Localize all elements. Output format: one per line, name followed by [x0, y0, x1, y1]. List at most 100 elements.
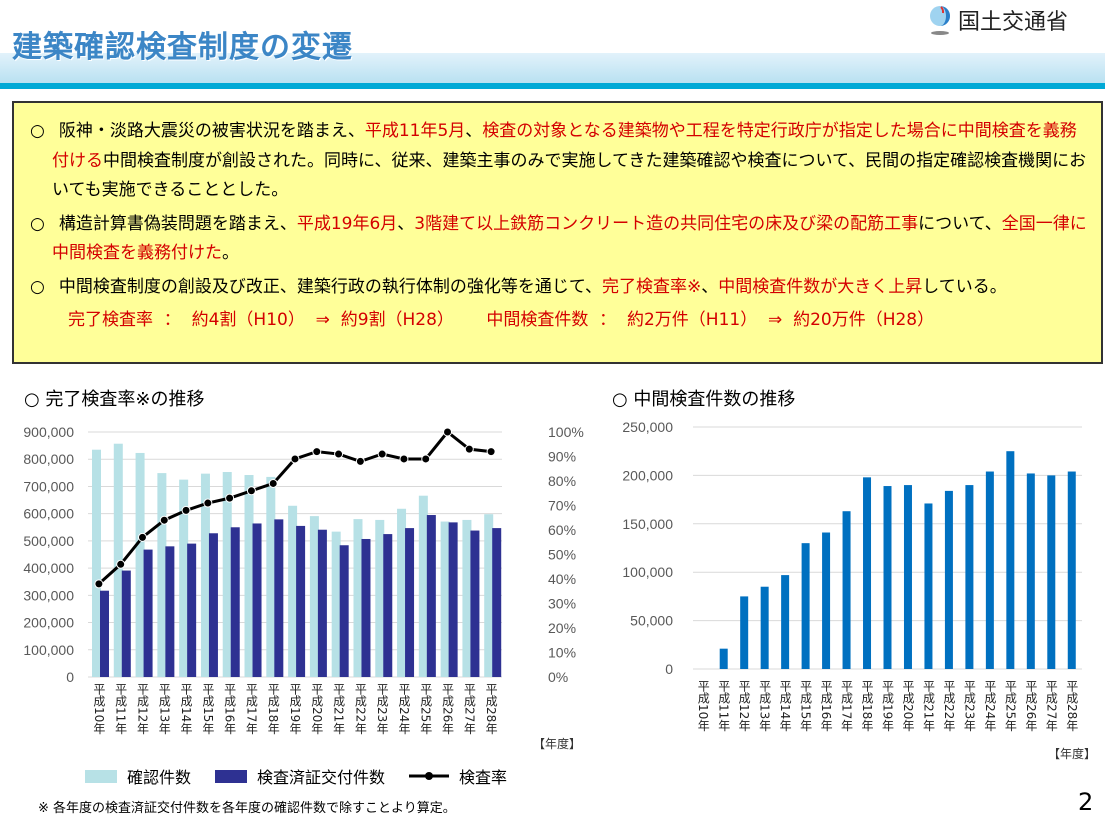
x-tick-label: 平成19年 [880, 680, 895, 732]
highlight-text: 検査の対象となる建築物や工程を特定行政庁が指定した場合に中間検査を義務付ける [52, 121, 1077, 171]
rate-point [268, 478, 278, 488]
y-tick-label: 200,000 [622, 467, 673, 483]
bar-certificates [187, 543, 197, 677]
bar-certificates [492, 528, 502, 677]
x-tick-label: 平成28年 [1064, 680, 1079, 732]
y2-tick-label: 20% [548, 620, 576, 636]
bar-approvals [288, 505, 298, 677]
bar-interim-inspections [822, 532, 831, 669]
rate-point [203, 498, 213, 508]
x-tick-label: 平成12年 [737, 680, 752, 732]
bar-approvals [113, 443, 123, 677]
bar-interim-inspections [781, 575, 790, 669]
y2-tick-label: 40% [548, 571, 576, 587]
bar-certificates [208, 533, 218, 677]
y-tick-label: 600,000 [23, 506, 74, 522]
rate-point [334, 449, 344, 459]
body-text: について、 [918, 213, 1002, 234]
chart2-x-unit: 【年度】 [1048, 747, 1097, 761]
bar-certificates [230, 527, 240, 677]
rate-point [377, 449, 387, 459]
bar-interim-inspections [924, 503, 933, 669]
bar-certificates [383, 534, 393, 677]
y-tick-label: 100,000 [23, 642, 74, 658]
bar-certificates [426, 515, 436, 677]
highlight-text: 平成11年5月 [364, 121, 466, 141]
page-number: 2 [1078, 788, 1094, 816]
bar-approvals [397, 508, 407, 677]
legend-label-rate: 検査率 [459, 768, 508, 787]
rate-point [116, 559, 126, 569]
bullet-icon: ○ [30, 213, 45, 234]
rate-line [97, 429, 492, 586]
bar-interim-inspections [863, 477, 872, 669]
bar-approvals [244, 475, 254, 677]
y-tick-label: 400,000 [23, 560, 74, 576]
x-tick-label: 平成16年 [222, 683, 237, 735]
y-tick-label: 800,000 [23, 451, 74, 467]
y-tick-label: 700,000 [23, 478, 74, 494]
bar-certificates [470, 530, 480, 677]
x-tick-label: 平成10年 [91, 683, 106, 735]
x-tick-label: 平成17年 [839, 680, 854, 732]
x-tick-label: 平成12年 [135, 683, 150, 735]
y-tick-label: 0 [66, 669, 74, 685]
legend-label-approvals: 確認件数 [127, 768, 192, 787]
body-text: 、 [397, 213, 415, 234]
bar-approvals [135, 452, 145, 677]
page-title: 建築確認検査制度の変遷 [12, 30, 353, 65]
x-tick-label: 平成22年 [941, 680, 956, 732]
x-tick-label: 平成15年 [200, 683, 215, 735]
bar-approvals [484, 514, 494, 677]
bar-interim-inspections [842, 511, 851, 669]
y2-tick-label: 0% [548, 669, 568, 685]
x-tick-label: 平成27年 [462, 683, 477, 735]
x-tick-label: 平成14年 [778, 680, 793, 732]
rate-point [225, 493, 235, 503]
rate-point [486, 447, 496, 457]
y-tick-label: 150,000 [622, 516, 673, 532]
logo-text: 国土交通省 [958, 10, 1069, 35]
bar-certificates [361, 538, 371, 677]
rate-point [290, 454, 300, 464]
x-tick-label: 平成25年 [1003, 680, 1018, 732]
bullet-icon: ○ [30, 276, 45, 297]
bar-approvals [375, 519, 385, 677]
legend-line-marker-icon [409, 772, 450, 780]
chart2-title: ○ 中間検査件数の推移 [612, 389, 796, 410]
title-band [0, 53, 1105, 83]
bar-interim-inspections [740, 596, 749, 669]
summary-box: ○ 阪神・淡路大震災の被害状況を踏まえ、平成11年5月、検査の対象となる建築物や工… [12, 101, 1103, 364]
body-text: 中間検査制度の創設及び改正、建築行政の執行体制の強化等を通じて、 [58, 276, 602, 297]
y2-tick-label: 30% [548, 596, 576, 612]
highlight-text: 中間検査件数が大きく上昇 [718, 276, 923, 297]
y-tick-label: 250,000 [622, 419, 673, 435]
chart1-x-unit: 【年度】 [533, 737, 582, 751]
bar-interim-inspections [719, 648, 728, 669]
bar-certificates [405, 528, 415, 677]
x-tick-label: 平成17年 [244, 683, 259, 735]
bar-certificates [165, 546, 175, 677]
rate-point [399, 454, 409, 464]
x-tick-label: 平成23年 [375, 683, 390, 735]
y-tick-label: 100,000 [622, 564, 673, 580]
rate-point [159, 515, 169, 525]
x-tick-label: 平成10年 [696, 680, 711, 732]
title-underline [0, 83, 1105, 89]
y2-tick-label: 100% [548, 424, 584, 440]
bar-certificates [339, 545, 349, 677]
body-text: 。 [222, 243, 239, 263]
legend-label-certificates: 検査済証交付件数 [257, 768, 386, 787]
ministry-logo: 国土交通省 [928, 4, 1068, 36]
highlight-text: 完了検査率※ [602, 276, 702, 297]
x-tick-label: 平成27年 [1044, 680, 1059, 732]
bar-interim-inspections [985, 471, 994, 669]
y2-tick-label: 90% [548, 449, 576, 465]
bar-approvals [309, 516, 319, 677]
body-text: 中間検査制度が創設された。同時に、従来、建築主事のみで実施してきた建築確認や検査… [52, 150, 1087, 201]
bar-approvals [331, 531, 341, 677]
bar-certificates [143, 549, 153, 677]
bar-interim-inspections [944, 490, 953, 669]
body-text: 構造計算書偽装問題を踏まえ、 [58, 213, 297, 234]
footnote: ※ 各年度の検査済証交付件数を各年度の確認件数で除すことより算定。 [38, 801, 456, 816]
